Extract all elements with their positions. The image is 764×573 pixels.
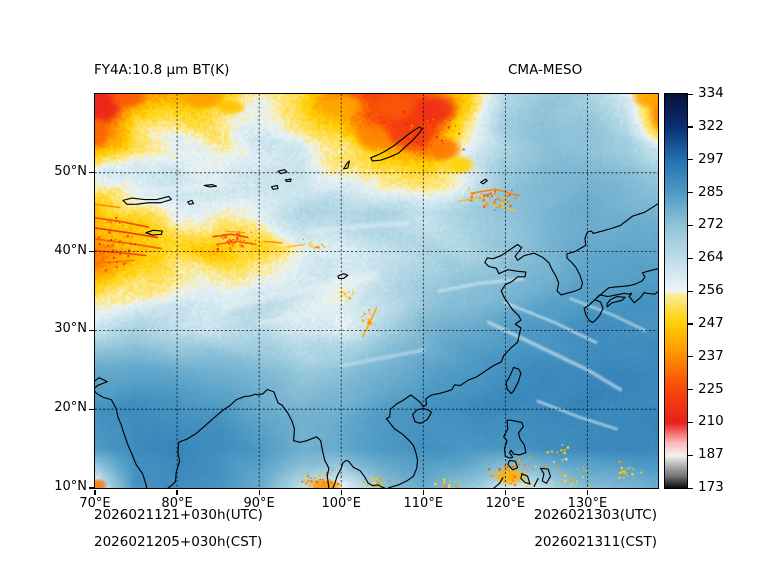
colorbar-tick-label: 210: [698, 413, 724, 430]
x-tick-label: 130°E: [567, 496, 608, 511]
colorbar-area: 334 322 297 285 272 264 256 247 237 225 210 187 173: [664, 85, 760, 495]
x-axis-tick: [94, 490, 96, 495]
y-axis-tick: [88, 251, 94, 253]
colorbar-tick: [688, 257, 693, 259]
colorbar-tick: [688, 421, 693, 424]
colorbar-tick: [688, 224, 693, 227]
valid-time-cst: 2026021311(CST): [534, 534, 657, 550]
colorbar-tick-label: 225: [698, 380, 724, 397]
colorbar-tick: [688, 454, 693, 456]
y-axis-tick: [88, 172, 94, 174]
model-title: CMA-MESO: [508, 62, 583, 78]
colorbar-tick: [688, 356, 693, 358]
y-tick-label: 30°N: [54, 321, 87, 337]
colorbar-tick-label: 272: [698, 216, 724, 233]
colorbar-tick-label: 187: [698, 446, 724, 463]
colorbar-tick: [688, 290, 693, 292]
colorbar-tick: [688, 93, 693, 95]
colorbar-tick: [688, 159, 693, 161]
colorbar-tick-label: 322: [698, 117, 724, 134]
colorbar-tick-label: 237: [698, 347, 724, 364]
x-tick-label: 90°E: [243, 496, 275, 511]
colorbar-tick: [688, 487, 693, 489]
colorbar-tick-label: 256: [698, 282, 724, 298]
colorbar-tick: [688, 192, 693, 194]
colorbar-tick-label: 297: [698, 150, 724, 167]
colorbar-tick-label: 334: [698, 85, 724, 101]
colorbar-tick: [688, 126, 693, 128]
colorbar-tick: [688, 323, 693, 325]
colorbar-gradient: [664, 93, 688, 489]
x-tick-label: 80°E: [161, 496, 193, 511]
x-axis-tick: [176, 490, 178, 495]
bt-heatmap-canvas: [95, 94, 658, 488]
colorbar-tick-label: 173: [698, 479, 724, 495]
map-plot-area: 70°E 80°E 90°E 100°E 110°E 120°E 130°E 50°N 40°N…: [54, 93, 659, 511]
init-time-cst: 2026021205+030h(CST): [94, 534, 263, 550]
y-axis-tick: [88, 408, 94, 410]
init-time-block: 2026021121+030h(UTC) 2026021205+030h(CST…: [94, 502, 263, 556]
x-axis-tick: [258, 490, 260, 495]
colorbar-tick: [688, 389, 693, 391]
x-tick-label: 70°E: [79, 496, 111, 511]
x-axis-tick: [504, 490, 506, 495]
valid-time-utc: 2026021303(UTC): [533, 507, 657, 523]
valid-time-block: 2026021303(UTC) 2026021311(CST): [534, 502, 657, 556]
y-axis-tick: [88, 487, 94, 489]
init-time-utc: 2026021121+030h(UTC): [94, 507, 263, 523]
y-tick-label: 10°N: [54, 479, 87, 494]
y-axis-tick: [88, 329, 94, 331]
x-tick-label: 110°E: [403, 496, 444, 511]
colorbar-tick-label: 247: [698, 314, 724, 331]
plot-title: FY4A:10.8 μm BT(K): [94, 62, 230, 78]
x-axis-tick: [422, 490, 424, 495]
y-tick-label: 50°N: [54, 163, 87, 179]
x-axis-tick: [586, 490, 588, 495]
y-tick-label: 20°N: [54, 400, 87, 416]
colorbar-tick-label: 285: [698, 183, 724, 200]
x-tick-label: 100°E: [321, 496, 361, 511]
y-tick-label: 40°N: [54, 242, 87, 258]
colorbar-tick-label: 264: [698, 249, 724, 266]
x-axis-tick: [340, 490, 342, 495]
x-tick-label: 120°E: [485, 496, 526, 511]
